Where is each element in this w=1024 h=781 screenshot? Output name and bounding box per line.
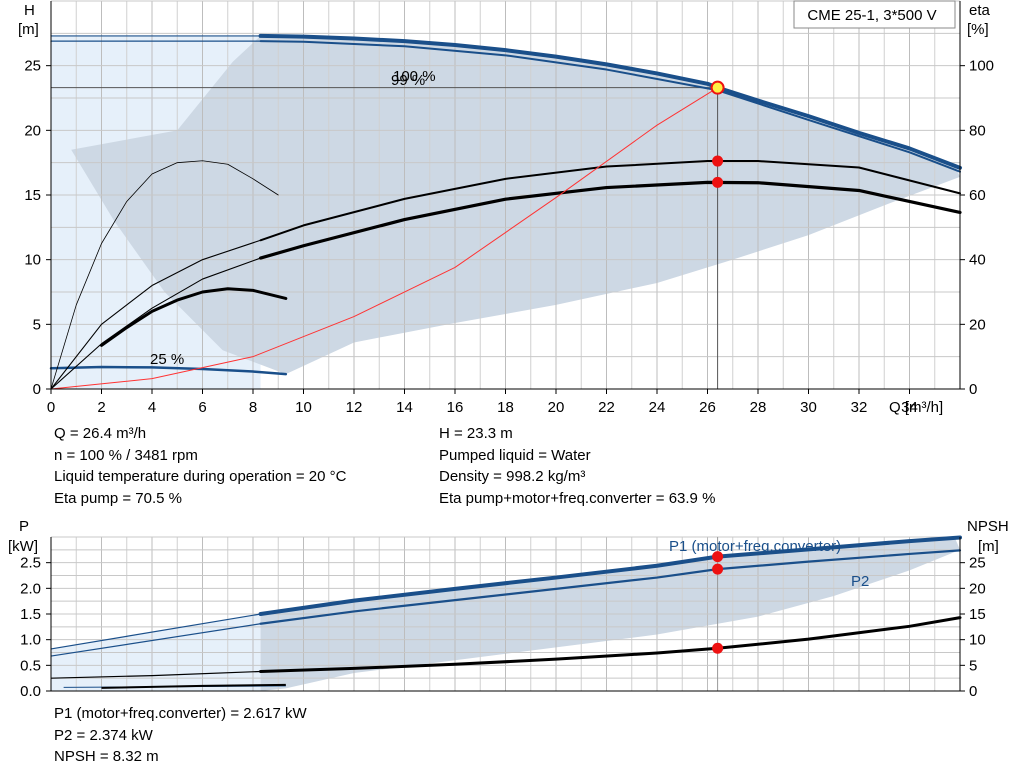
y-tick-label: 1.5 [20, 606, 41, 623]
info-speed: n = 100 % / 3481 rpm [54, 446, 198, 464]
y2-axis-title: eta [969, 2, 991, 19]
duty-point-head [710, 80, 725, 95]
p2-curve-extended [50, 623, 261, 657]
y2-tick-label: 100 [969, 58, 994, 75]
power-npsh-plot: P1 (motor+freq.converter) P2 0.0 0.5 1.0 1.5 2… [8, 518, 1009, 700]
y-tick-label: 0.0 [20, 683, 41, 700]
y2-tick-label: 25 [969, 555, 986, 572]
y-tick-label: 0.5 [20, 657, 41, 674]
x-tick-label: 2 [97, 399, 105, 416]
y-tick-label: 0 [33, 381, 41, 398]
y-tick-label: 2.0 [20, 580, 41, 597]
duty-point-p2 [712, 563, 724, 575]
pump-title-box: CME 25-1, 3*500 V [793, 0, 956, 29]
operating-area [71, 35, 960, 375]
npsh-curve [259, 616, 962, 673]
y-tick-label: 5 [33, 316, 41, 333]
x-tick-label: 24 [649, 399, 666, 416]
y2-axis-title: NPSH [967, 518, 1009, 535]
x-tick-label: 16 [447, 399, 464, 416]
series-label-p1: P1 (motor+freq.converter) [669, 538, 841, 555]
y-tick-label: 2.5 [20, 555, 41, 572]
y-tick-label: 25 [24, 58, 41, 75]
y2-tick-label: 10 [969, 632, 986, 649]
head-curve-25 [49, 365, 288, 376]
x-tick-label: 20 [548, 399, 565, 416]
duty-point-eta-pump [712, 155, 724, 167]
eta-total-curve [258, 180, 962, 260]
x-tick-label: 18 [497, 399, 514, 416]
control-curve [50, 87, 719, 390]
eta-curve-thin-25 [50, 160, 279, 390]
info-flow: Q = 26.4 m³/h [54, 425, 147, 442]
info-liquid-temperature: Liquid temperature during operation = 20… [54, 468, 347, 485]
x-tick-label: 4 [148, 399, 156, 416]
duty-point-eta-total [712, 176, 724, 188]
p1-curve [258, 535, 962, 616]
duty-point-p1 [712, 551, 724, 563]
eta-pump-curve [259, 160, 961, 242]
x-tick-label: 32 [851, 399, 868, 416]
info-eta-total: Eta pump+motor+freq.converter = 63.9 % [439, 489, 716, 507]
info-density: Density = 998.2 kg/m³ [439, 468, 586, 485]
y2-axis-unit: [%] [967, 21, 989, 38]
p1-curve-extended [50, 613, 261, 650]
pump-title: CME 25-1, 3*500 V [807, 7, 936, 24]
series-label-p2: P2 [851, 573, 869, 590]
p2-curve [259, 549, 962, 625]
head-curve-99 [259, 40, 961, 173]
x-tick-label: 8 [249, 399, 257, 416]
duty-point-npsh [712, 642, 724, 654]
eta-pump-curve-extended [50, 239, 262, 390]
info-head: H = 23.3 m [439, 425, 513, 442]
x-tick-label: 34 [901, 399, 918, 416]
info-npsh: NPSH = 8.32 m [54, 748, 159, 765]
x-axis-title: Q [m³/h] [889, 399, 943, 416]
y2-tick-label: 20 [969, 316, 986, 333]
info-p1: P1 (motor+freq.converter) = 2.617 kW [54, 705, 307, 722]
npsh-curve-extended [50, 670, 261, 679]
eta-curve-25 [100, 287, 288, 347]
y2-tick-label: 0 [969, 381, 977, 398]
x-tick-label: 6 [198, 399, 206, 416]
y2-tick-label: 80 [969, 122, 986, 139]
y2-axis-unit: [m] [978, 538, 999, 555]
y2-tick-label: 40 [969, 252, 986, 269]
x-tick-label: 14 [396, 399, 413, 416]
x-tick-label: 10 [295, 399, 312, 416]
power-info: P1 (motor+freq.converter) = 2.617 kW P2 … [54, 703, 307, 768]
info-p2: P2 = 2.374 kW [54, 726, 153, 744]
y-axis-title: H [24, 2, 35, 19]
y2-tick-label: 60 [969, 187, 986, 204]
x-tick-label: 26 [699, 399, 716, 416]
y-tick-label: 1.0 [20, 632, 41, 649]
curve-label-100: 100 % [393, 68, 436, 85]
eta-total-curve-extended [50, 257, 262, 390]
head-curve-100 [258, 33, 962, 170]
curve-label-99: 99 % [391, 72, 425, 89]
curve-label-25: 25 % [150, 351, 184, 368]
y2-tick-label: 5 [969, 657, 977, 674]
x-tick-label: 12 [346, 399, 363, 416]
x-tick-label: 30 [800, 399, 817, 416]
y-tick-label: 20 [24, 122, 41, 139]
y2-tick-label: 15 [969, 606, 986, 623]
y-tick-label: 10 [24, 252, 41, 269]
x-tick-label: 28 [750, 399, 767, 416]
info-eta-pump: Eta pump = 70.5 % [54, 489, 182, 507]
y-tick-label: 15 [24, 187, 41, 204]
head-efficiency-plot: 100 %99 %25 %0 2 4 6 8 10 12 14 16 18 20 22 24 26 28 30… [18, 0, 994, 416]
npsh-curve-25 [101, 683, 286, 689]
y-axis-unit: [m] [18, 21, 39, 38]
y-axis-unit: [kW] [8, 538, 38, 555]
duty-info-right: H = 23.3 m Pumped liquid = Water Density… [439, 423, 715, 509]
y2-tick-label: 0 [969, 683, 977, 700]
duty-info-left: Q = 26.4 m³/h n = 100 % / 3481 rpm Liqui… [54, 423, 346, 509]
x-tick-label: 22 [598, 399, 615, 416]
y-axis-title: P [19, 518, 29, 535]
x-tick-label: 0 [47, 399, 55, 416]
y2-tick-label: 20 [969, 580, 986, 597]
info-pumped-liquid: Pumped liquid = Water [439, 446, 591, 464]
